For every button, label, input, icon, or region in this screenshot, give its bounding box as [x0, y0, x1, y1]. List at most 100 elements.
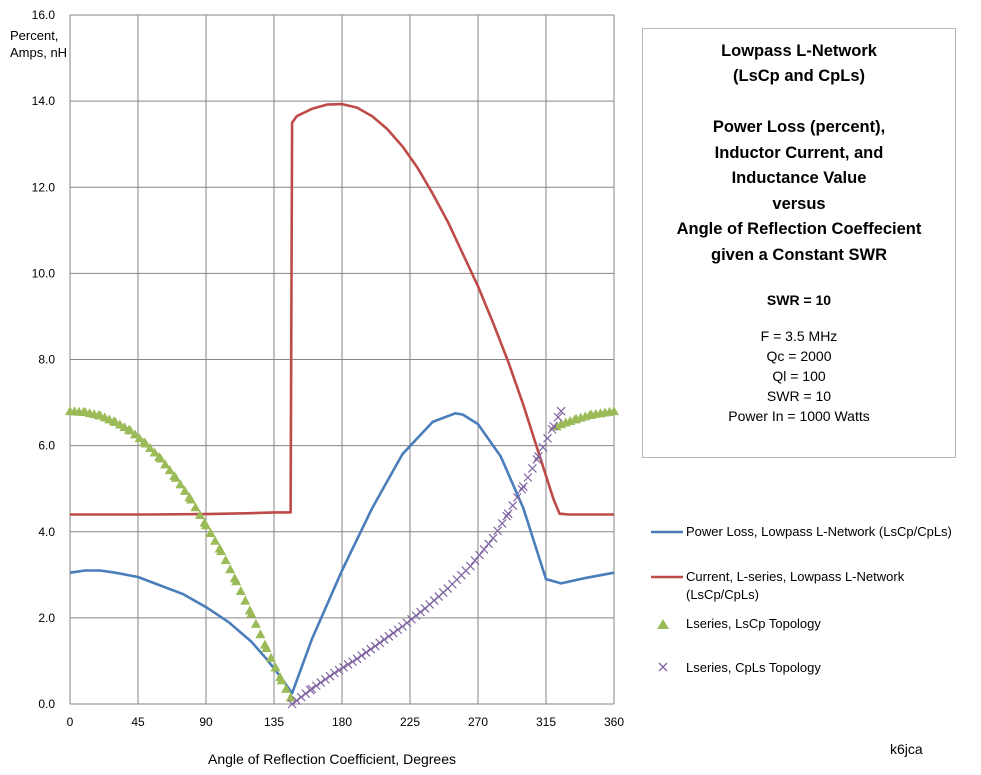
lscp-marker [185, 494, 196, 504]
cpls-marker [348, 657, 358, 667]
cpls-marker [366, 644, 376, 654]
cpls-marker [543, 433, 552, 443]
lscp-marker [145, 442, 156, 452]
param-swr: SWR = 10 [766, 388, 832, 404]
x-tick-label: 315 [536, 715, 556, 729]
info-title: Lowpass L-Network (LsCp and CpLs) [643, 39, 955, 89]
lscp-marker [149, 447, 160, 457]
lscp-marker [285, 692, 296, 702]
y-tick-label: 10.0 [32, 266, 56, 280]
info-subtitle: Power Loss (percent), Inductor Current, … [643, 115, 955, 268]
legend-label: Power Loss, Lowpass L-Network (LsCp/CpLs… [686, 524, 952, 539]
legend-label: Lseries, CpLs Topology [686, 660, 821, 675]
cpls-marker [379, 635, 389, 645]
power-loss-line [69, 412, 615, 695]
cpls-marker [466, 561, 475, 571]
author-signature: k6jca [890, 741, 923, 757]
x-tick-label: 360 [604, 715, 624, 729]
lscp-marker [179, 485, 190, 495]
param-ql: Ql = 100 [772, 368, 826, 384]
cpls-marker [479, 544, 489, 554]
cpls-marker [361, 647, 371, 657]
info-subtitle-line: given a Constant SWR [710, 245, 887, 264]
info-subtitle-line: versus [772, 194, 826, 213]
x-tick-label: 225 [400, 715, 420, 729]
cpls-marker [292, 696, 302, 705]
lscp-marker [175, 479, 186, 489]
y-tick-label: 6.0 [38, 439, 55, 453]
lscp-marker [246, 608, 257, 618]
info-swr-heading: SWR = 10 [766, 292, 832, 308]
current-line [70, 102, 614, 516]
lscp-marker [201, 520, 211, 530]
cpls-marker [287, 699, 297, 709]
info-subtitle-line: Inductance Value [731, 169, 867, 187]
lscp-marker [240, 595, 251, 605]
cpls-marker [484, 539, 494, 549]
cpls-marker [534, 451, 543, 461]
lscp-marker [129, 429, 140, 439]
lscp-marker [164, 465, 175, 475]
cpls-marker [375, 638, 385, 648]
lscp-marker [235, 585, 246, 595]
cpls-marker [407, 614, 416, 624]
cpls-marker [393, 625, 403, 635]
y-tick-label: 2.0 [38, 611, 55, 625]
cpls-marker [497, 519, 507, 528]
info-title-line2: (LsCp and CpLs) [733, 67, 865, 85]
info-title-line1: Lowpass L-Network [721, 42, 877, 60]
info-box: Lowpass L-Network (LsCp and CpLs) Power … [642, 28, 956, 458]
info-params: F = 3.5 MHz Qc = 2000 Ql = 100 SWR = 10 … [643, 326, 955, 426]
y-tick-label: 0.0 [38, 697, 55, 711]
lscp-marker [609, 406, 619, 416]
x-axis-label: Angle of Reflection Coefficient, Degrees [208, 751, 456, 767]
cpls-marker [352, 654, 362, 664]
lscp-marker [225, 564, 236, 574]
cpls-marker [411, 611, 421, 621]
cpls-marker [549, 421, 558, 431]
legend-label: Lseries, LsCp Topology [686, 616, 821, 631]
lscp-marker [170, 472, 181, 482]
cpls-marker [523, 473, 533, 482]
lscp-marker [261, 643, 272, 653]
cpls-marker [517, 484, 527, 494]
cpls-marker [325, 671, 335, 681]
lscp-marker [194, 509, 205, 519]
cpls-marker [334, 665, 344, 675]
lscp-marker [190, 502, 201, 512]
cpls-marker [357, 651, 367, 661]
param-power-in: Power In = 1000 Watts [728, 408, 870, 424]
cpls-marker [503, 509, 513, 519]
lscp-marker [210, 535, 221, 545]
cpls-marker [370, 641, 380, 651]
cpls-marker [311, 681, 321, 691]
y-tick-label: 14.0 [32, 94, 56, 108]
cpls-marker [316, 678, 326, 687]
cpls-marker [527, 464, 537, 473]
y-axis-label: Percent, Amps, nH [10, 28, 68, 60]
cpls-marker [538, 442, 548, 452]
cpls-marker [553, 412, 563, 422]
legend-triangle-marker [657, 619, 669, 629]
x-tick-label: 135 [264, 715, 284, 729]
y-tick-label: 12.0 [32, 180, 56, 194]
cpls-marker [296, 692, 306, 702]
cpls-marker [475, 550, 484, 560]
lscp-marker [125, 425, 136, 435]
x-tick-label: 180 [332, 715, 352, 729]
lscp-marker [155, 453, 166, 463]
lscp-marker [255, 629, 266, 639]
grid [69, 14, 615, 705]
tick-labels: 0 45 90 135 180 225 270 315 360 0.0 2.0 4.0 6.0 8.0 10… [32, 8, 625, 729]
legend-line-blue [651, 530, 683, 534]
cpls-marker [307, 684, 317, 694]
cpls-marker [488, 533, 498, 543]
lscp-marker [231, 576, 242, 586]
cpls-marker [512, 492, 522, 502]
param-frequency: F = 3.5 MHz [760, 328, 838, 344]
cpls-marker [402, 618, 412, 628]
lscp-marker [265, 652, 276, 662]
info-subtitle-line: Inductor Current, and [714, 143, 884, 162]
cpls-marker [320, 674, 330, 684]
lscp-marker [281, 683, 292, 693]
